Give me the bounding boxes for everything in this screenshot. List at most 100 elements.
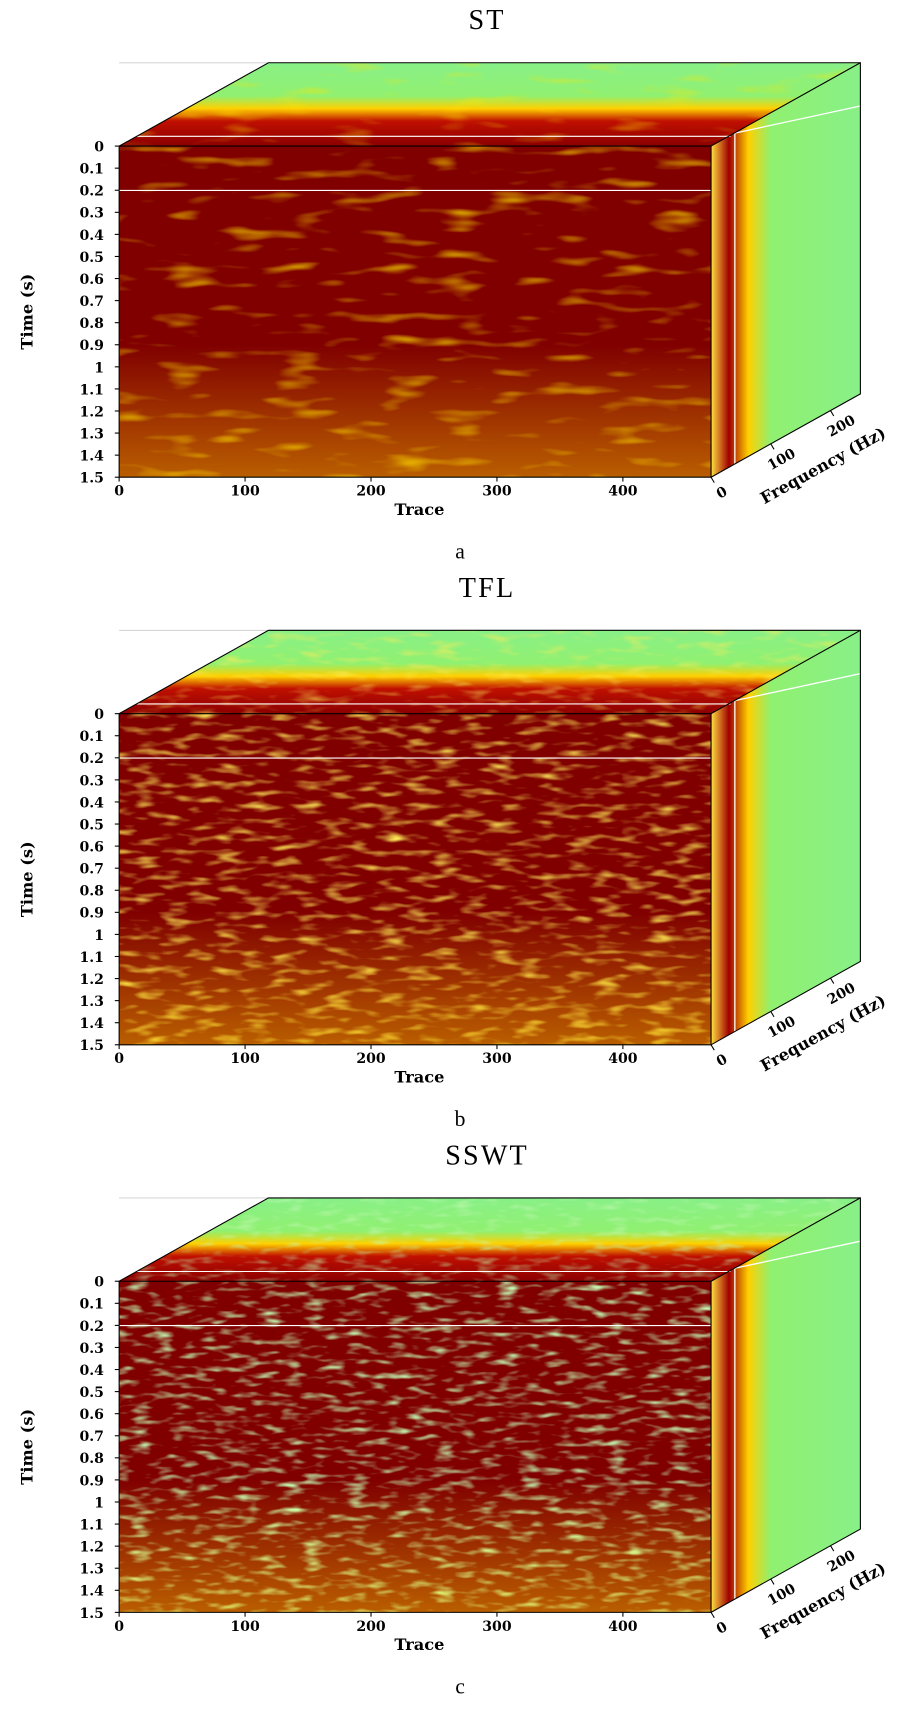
y-tick-label: 0.5: [80, 250, 104, 266]
chart-title: TFL: [459, 573, 516, 604]
y-tick-label: 0: [94, 139, 104, 155]
side-face: [711, 630, 861, 1045]
y-tick-label: 1.1: [80, 382, 104, 398]
y-tick-label: 1.5: [80, 1606, 104, 1622]
z-tick: [710, 1612, 715, 1619]
slice-line: [734, 105, 861, 134]
y-tick-label: 0.9: [80, 338, 104, 354]
x-axis-label: Trace: [394, 500, 444, 519]
y-tick-label: 0.7: [80, 1429, 104, 1445]
y-tick-label: 0.1: [80, 729, 104, 745]
z-tick: [770, 1578, 775, 1585]
y-tick-label: 0.4: [80, 228, 105, 244]
x-tick-label: 100: [230, 1619, 260, 1635]
y-tick-label: 0.5: [80, 1385, 104, 1401]
y-tick-label: 0.2: [80, 751, 104, 767]
y-axis-label: Time (s): [18, 1409, 37, 1485]
x-tick-label: 100: [230, 484, 260, 500]
cube-outline: [710, 629, 861, 715]
slice-line: [734, 1240, 861, 1269]
y-tick-label: 0.5: [80, 817, 104, 833]
y-tick-label: 1: [94, 360, 104, 376]
y-tick-label: 0: [94, 1275, 104, 1291]
panel-caption: c: [455, 1675, 465, 1699]
y-tick-label: 0.3: [80, 773, 104, 789]
x-tick-label: 0: [114, 1619, 124, 1635]
y-tick-label: 0.9: [80, 1473, 104, 1489]
x-tick-label: 200: [356, 484, 386, 500]
y-tick-label: 0.4: [80, 795, 105, 811]
y-tick-label: 0.1: [80, 1297, 104, 1313]
side-face: [711, 62, 861, 478]
y-tick-label: 0.8: [80, 1451, 105, 1467]
z-tick-label: 200: [825, 412, 859, 440]
y-tick-label: 1: [94, 1495, 104, 1511]
z-tick: [710, 1044, 715, 1051]
y-tick-label: 1.3: [80, 1562, 104, 1578]
y-axis-label: Time (s): [18, 841, 37, 917]
front-face-shade: [119, 1281, 712, 1613]
x-axis-label: Trace: [394, 1068, 444, 1087]
x-tick-label: 400: [608, 1619, 638, 1635]
y-tick-label: 1.2: [80, 404, 104, 420]
y-tick-label: 0.4: [80, 1363, 105, 1379]
side-face: [711, 1197, 861, 1613]
x-tick-label: 300: [482, 1051, 512, 1067]
cube-outline: [710, 1197, 861, 1282]
x-tick-label: 100: [230, 1051, 260, 1067]
y-tick-label: 1: [94, 928, 104, 944]
y-tick-label: 1.4: [80, 449, 105, 465]
z-tick-label: 200: [825, 980, 859, 1008]
z-tick-label: 0: [714, 1619, 731, 1638]
front-face-shade: [119, 713, 712, 1045]
y-tick-label: 0: [94, 707, 104, 723]
y-tick-label: 0.2: [80, 184, 104, 200]
z-tick: [770, 443, 775, 450]
y-tick-label: 1.5: [80, 1038, 104, 1054]
y-tick-label: 0.6: [80, 1407, 105, 1423]
top-face-texture: [119, 630, 861, 714]
y-tick-label: 0.6: [80, 272, 105, 288]
x-tick-label: 200: [356, 1619, 386, 1635]
y-tick-label: 0.3: [80, 206, 104, 222]
y-tick-label: 1.2: [80, 1540, 104, 1556]
y-tick-label: 0.6: [80, 840, 105, 856]
z-tick-label: 0: [714, 484, 731, 503]
y-tick-label: 1.1: [80, 1517, 104, 1533]
y-tick-label: 0.2: [80, 1319, 104, 1335]
x-tick-label: 300: [482, 484, 512, 500]
cube-outline: [710, 62, 861, 147]
z-tick: [710, 476, 715, 483]
y-axis-label: Time (s): [18, 274, 37, 350]
y-tick-label: 1.4: [80, 1016, 105, 1032]
y-tick-label: 1.3: [80, 426, 104, 442]
y-tick-label: 0.1: [80, 162, 104, 178]
slice-line: [734, 672, 861, 702]
y-tick-label: 1.4: [80, 1584, 105, 1600]
z-tick-label: 200: [825, 1547, 859, 1575]
front-face-shade: [119, 146, 712, 478]
x-tick-label: 300: [482, 1619, 512, 1635]
x-tick-label: 200: [356, 1051, 386, 1067]
z-tick: [770, 1011, 775, 1018]
x-tick-label: 0: [114, 1051, 124, 1067]
x-tick-label: 0: [114, 484, 124, 500]
y-tick-label: 1.2: [80, 972, 104, 988]
y-tick-label: 0.9: [80, 906, 104, 922]
top-face-texture: [119, 62, 861, 147]
y-tick-label: 0.3: [80, 1341, 104, 1357]
y-tick-label: 1.5: [80, 471, 104, 487]
y-tick-label: 1.3: [80, 994, 104, 1010]
z-tick-label: 0: [714, 1051, 731, 1070]
y-tick-label: 0.8: [80, 884, 105, 900]
chart-title: ST: [468, 5, 505, 36]
panel-caption: a: [455, 539, 465, 563]
y-tick-label: 0.7: [80, 862, 104, 878]
x-tick-label: 400: [608, 484, 638, 500]
z-tick: [830, 977, 835, 984]
z-tick: [830, 1545, 835, 1552]
z-tick: [830, 410, 835, 417]
chart-title: SSWT: [445, 1140, 529, 1171]
top-face-texture: [119, 1197, 861, 1282]
